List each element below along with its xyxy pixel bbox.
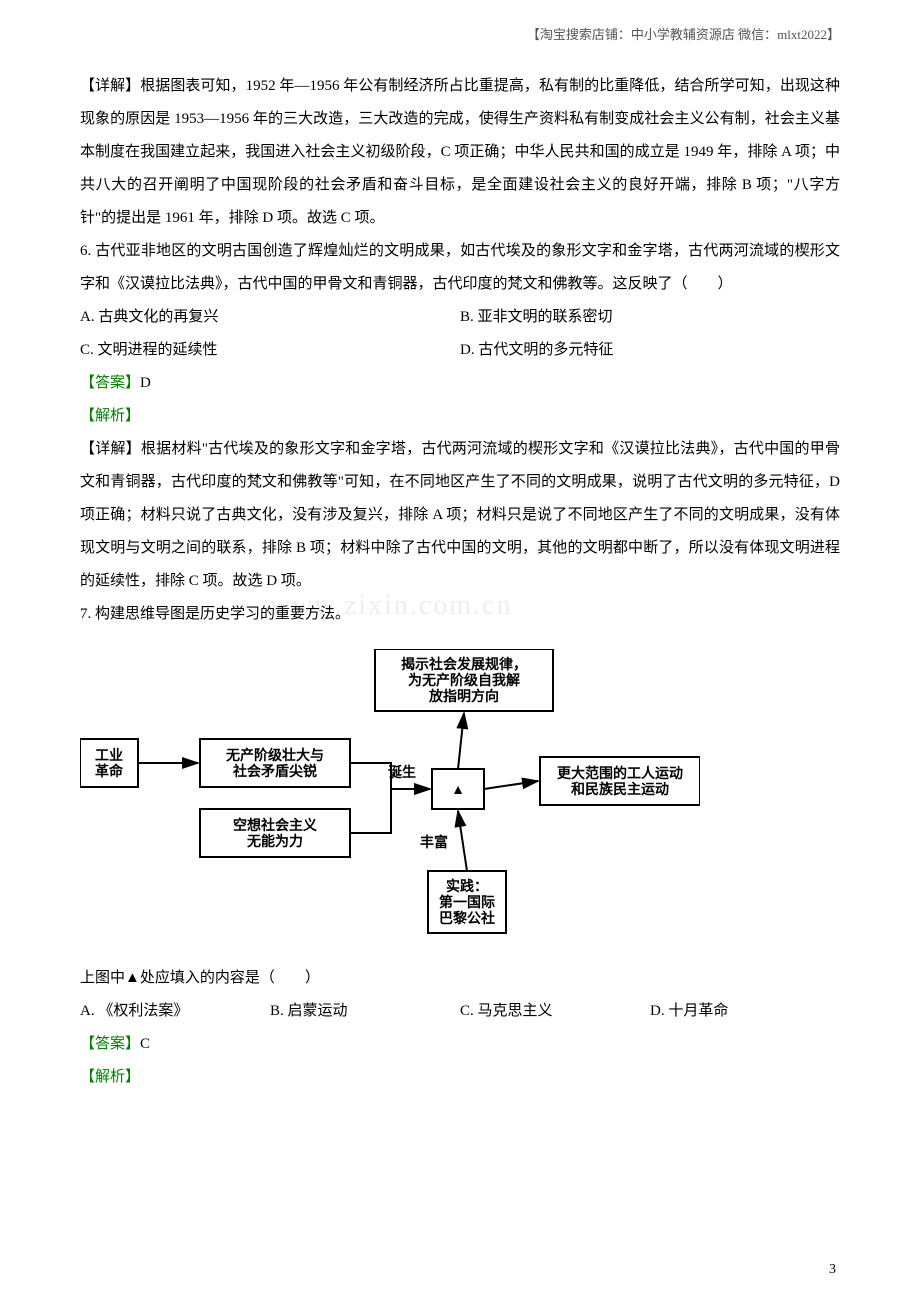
svg-text:更大范围的工人运动: 更大范围的工人运动 <box>557 765 683 781</box>
q6-options-row2: C. 文明进程的延续性 D. 古代文明的多元特征 <box>80 334 840 367</box>
q6-stem: 6. 古代亚非地区的文明古国创造了辉煌灿烂的文明成果，如古代埃及的象形文字和金字… <box>80 235 840 301</box>
concept-map: 工业革命 无产阶级壮大与社会矛盾尖锐空想社会主义无能为力 揭示社会发展规律，为无产阶… <box>80 649 700 944</box>
detail-paragraph-prev: 【详解】根据图表可知，1952 年—1956 年公有制经济所占比重提高，私有制的… <box>80 70 840 235</box>
q7-analysis-label: 【解析】 <box>80 1069 140 1085</box>
q7-answer-label: 【答案】 <box>80 1036 140 1052</box>
q7-stem: 7. 构建思维导图是历史学习的重要方法。 <box>80 598 840 631</box>
svg-text:无产阶级壮大与: 无产阶级壮大与 <box>225 747 324 763</box>
svg-text:诞生: 诞生 <box>388 764 416 780</box>
svg-text:为无产阶级自我解: 为无产阶级自我解 <box>408 672 520 688</box>
q7-answer-line: 【答案】C <box>80 1028 840 1061</box>
q7-answer-value: C <box>140 1036 150 1052</box>
q6-option-b: B. 亚非文明的联系密切 <box>460 301 840 334</box>
svg-text:社会矛盾尖锐: 社会矛盾尖锐 <box>232 763 317 779</box>
svg-text:无能为力: 无能为力 <box>246 833 303 849</box>
page-header: 【淘宝搜索店铺：中小学教辅资源店 微信：mlxt2022】 <box>527 24 840 43</box>
q6-analysis-line: 【解析】 <box>80 400 840 433</box>
q7-options-row: A. 《权利法案》 B. 启蒙运动 C. 马克思主义 D. 十月革命 <box>80 995 840 1028</box>
q7-analysis-line: 【解析】 <box>80 1061 840 1094</box>
svg-text:第一国际: 第一国际 <box>439 894 495 910</box>
svg-text:空想社会主义: 空想社会主义 <box>233 817 317 833</box>
q7-option-c: C. 马克思主义 <box>460 995 650 1028</box>
svg-text:革命: 革命 <box>95 763 124 779</box>
q7-post: 上图中▲处应填入的内容是（ ） <box>80 962 840 995</box>
svg-text:实践：: 实践： <box>446 878 488 894</box>
q6-answer-label: 【答案】 <box>80 375 140 391</box>
q6-option-a: A. 古典文化的再复兴 <box>80 301 460 334</box>
q6-option-d: D. 古代文明的多元特征 <box>460 334 840 367</box>
svg-text:揭示社会发展规律，: 揭示社会发展规律， <box>401 656 527 672</box>
q6-answer-line: 【答案】D <box>80 367 840 400</box>
svg-text:丰富: 丰富 <box>420 834 448 850</box>
q6-answer-value: D <box>140 375 151 391</box>
svg-text:巴黎公社: 巴黎公社 <box>439 910 495 926</box>
page-number: 3 <box>829 1262 836 1278</box>
svg-text:和民族民主运动: 和民族民主运动 <box>571 781 669 797</box>
svg-text:▲: ▲ <box>451 781 465 797</box>
q7-option-d: D. 十月革命 <box>650 995 840 1028</box>
svg-text:工业: 工业 <box>95 747 123 763</box>
q6-analysis-label: 【解析】 <box>80 408 140 424</box>
q7-option-a: A. 《权利法案》 <box>80 995 270 1028</box>
svg-text:放指明方向: 放指明方向 <box>428 688 499 704</box>
q6-options-row1: A. 古典文化的再复兴 B. 亚非文明的联系密切 <box>80 301 840 334</box>
q6-detail: 【详解】根据材料"古代埃及的象形文字和金字塔，古代两河流域的楔形文字和《汉谟拉比… <box>80 433 840 598</box>
q7-option-b: B. 启蒙运动 <box>270 995 460 1028</box>
q6-option-c: C. 文明进程的延续性 <box>80 334 460 367</box>
concept-map-svg: 工业革命 无产阶级壮大与社会矛盾尖锐空想社会主义无能为力 揭示社会发展规律，为无产阶… <box>80 649 700 939</box>
